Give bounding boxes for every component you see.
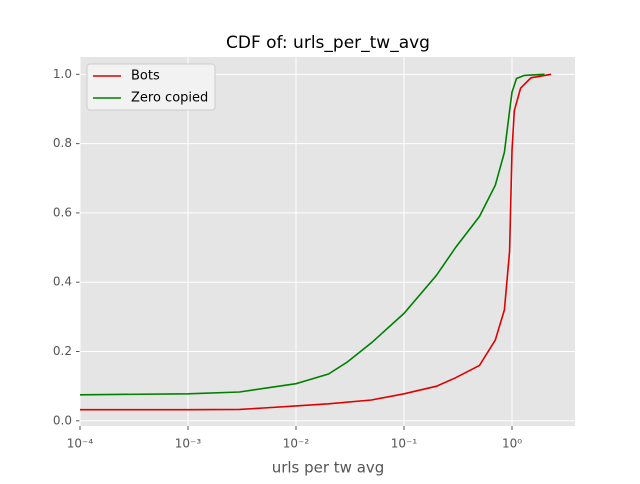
plot-area (80, 57, 575, 426)
legend-label: Bots (131, 69, 160, 84)
x-tick-label: 10⁻¹ (391, 437, 418, 451)
line (80, 73, 552, 411)
line (79, 73, 545, 396)
y-tick-label: 0.8 (53, 136, 72, 150)
x-tick-label: 10⁻⁴ (67, 437, 94, 451)
x-tick-label: 10⁻³ (175, 437, 202, 451)
x-tick-label: 10⁻² (283, 437, 310, 451)
x-axis-label: urls per tw avg (272, 459, 385, 477)
y-tick-label: 1.0 (53, 67, 72, 81)
legend-label: Zero copied (131, 91, 208, 106)
x-tick-label: 10⁰ (502, 437, 522, 451)
chart-title: CDF of: urls_per_tw_avg (226, 33, 430, 53)
y-tick-label: 0.2 (53, 344, 72, 358)
y-tick-label: 0.6 (53, 205, 72, 219)
y-tick-label: 0.0 (53, 413, 72, 427)
y-tick-label: 0.4 (53, 275, 72, 289)
